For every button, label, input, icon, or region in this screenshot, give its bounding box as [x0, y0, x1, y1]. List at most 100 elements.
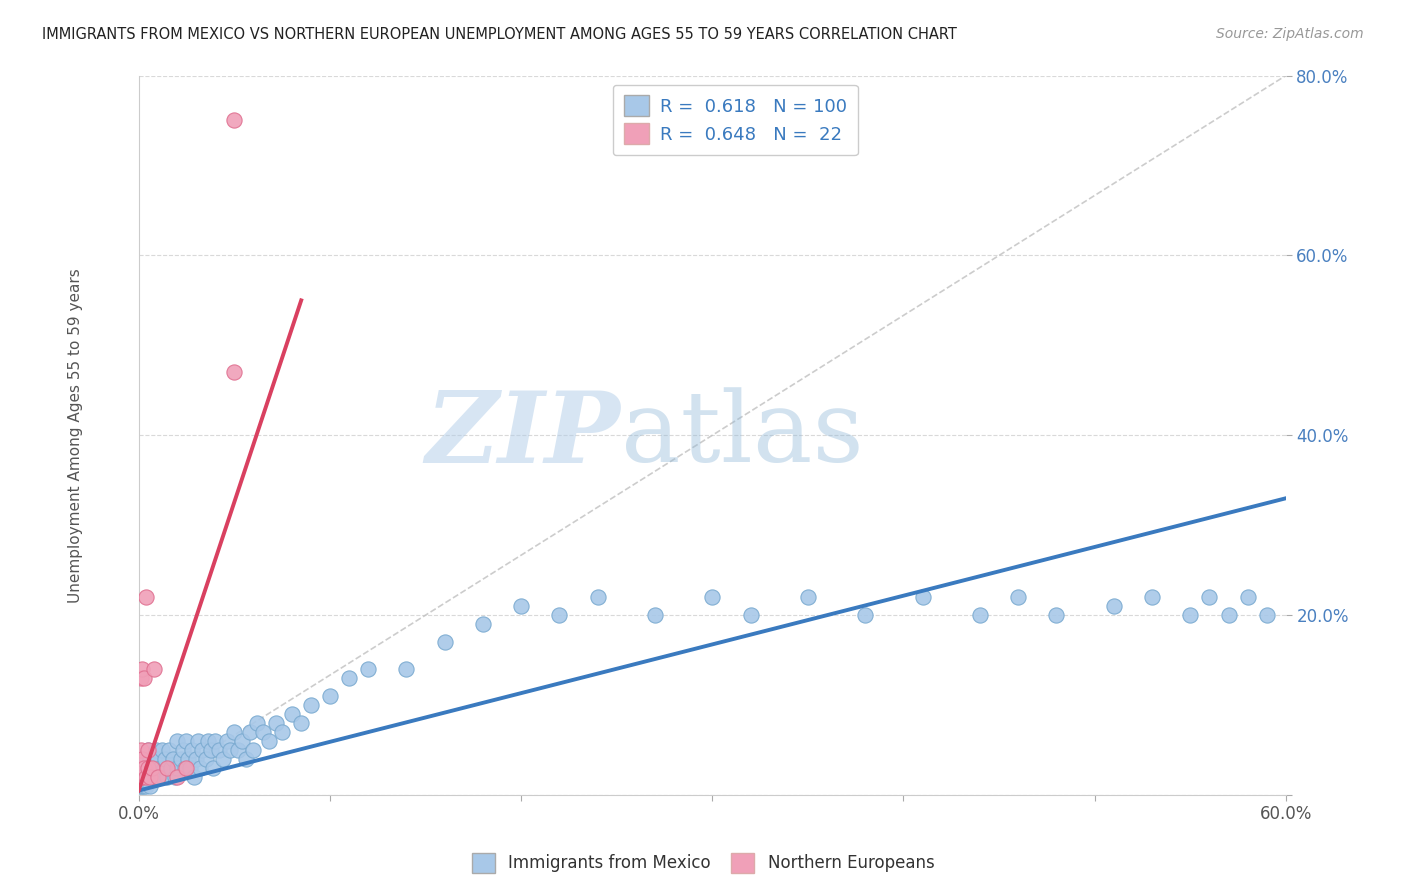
- Point: [202, 761, 225, 775]
- Point: [271, 725, 294, 739]
- Point: [160, 761, 183, 775]
- Legend: R =  0.618   N = 100, R =  0.648   N =  22: R = 0.618 N = 100, R = 0.648 N = 22: [613, 85, 858, 155]
- Point: [170, 752, 193, 766]
- Point: [150, 770, 173, 784]
- Point: [176, 734, 198, 748]
- Point: [194, 752, 217, 766]
- Text: atlas: atlas: [620, 387, 863, 483]
- Point: [131, 761, 153, 775]
- Point: [134, 761, 156, 775]
- Point: [1256, 608, 1278, 623]
- Point: [134, 770, 156, 784]
- Point: [141, 770, 163, 784]
- Point: [135, 779, 157, 793]
- Point: [239, 725, 262, 739]
- Point: [136, 743, 159, 757]
- Point: [166, 734, 188, 748]
- Point: [141, 761, 163, 775]
- Point: [131, 770, 153, 784]
- Point: [224, 365, 246, 379]
- Point: [157, 743, 180, 757]
- Text: Unemployment Among Ages 55 to 59 years: Unemployment Among Ages 55 to 59 years: [67, 268, 83, 603]
- Point: [139, 752, 162, 766]
- Point: [224, 725, 246, 739]
- Point: [136, 761, 159, 775]
- Point: [357, 662, 380, 676]
- Point: [319, 689, 342, 703]
- Point: [129, 770, 152, 784]
- Point: [129, 779, 152, 793]
- Point: [184, 752, 207, 766]
- Point: [139, 770, 162, 784]
- Point: [146, 752, 169, 766]
- Point: [146, 770, 169, 784]
- Point: [204, 734, 226, 748]
- Point: [183, 770, 205, 784]
- Point: [235, 752, 257, 766]
- Point: [702, 590, 724, 604]
- Point: [395, 662, 418, 676]
- Point: [129, 761, 152, 775]
- Point: [149, 761, 172, 775]
- Point: [219, 743, 242, 757]
- Point: [252, 725, 274, 739]
- Point: [510, 599, 533, 614]
- Point: [1198, 590, 1220, 604]
- Point: [143, 770, 166, 784]
- Point: [172, 743, 194, 757]
- Point: [136, 761, 159, 775]
- Point: [150, 743, 173, 757]
- Point: [644, 608, 666, 623]
- Point: [911, 590, 934, 604]
- Point: [471, 617, 494, 632]
- Point: [166, 770, 188, 784]
- Point: [179, 761, 201, 775]
- Point: [290, 716, 312, 731]
- Text: IMMIGRANTS FROM MEXICO VS NORTHERN EUROPEAN UNEMPLOYMENT AMONG AGES 55 TO 59 YEA: IMMIGRANTS FROM MEXICO VS NORTHERN EUROP…: [42, 27, 957, 42]
- Point: [197, 734, 219, 748]
- Point: [131, 752, 153, 766]
- Point: [433, 635, 456, 649]
- Point: [266, 716, 288, 731]
- Point: [135, 590, 157, 604]
- Point: [177, 752, 200, 766]
- Point: [548, 608, 571, 623]
- Point: [134, 779, 156, 793]
- Point: [211, 752, 233, 766]
- Point: [152, 761, 174, 775]
- Point: [242, 743, 264, 757]
- Point: [226, 743, 249, 757]
- Point: [129, 743, 152, 757]
- Point: [136, 743, 159, 757]
- Point: [143, 752, 166, 766]
- Point: [141, 761, 163, 775]
- Point: [156, 770, 179, 784]
- Point: [337, 671, 360, 685]
- Point: [134, 752, 156, 766]
- Point: [135, 770, 157, 784]
- Point: [191, 743, 214, 757]
- Point: [1140, 590, 1163, 604]
- Point: [969, 608, 991, 623]
- Point: [1236, 590, 1258, 604]
- Point: [162, 752, 184, 766]
- Point: [129, 761, 152, 775]
- Point: [136, 770, 159, 784]
- Point: [143, 662, 166, 676]
- Text: Source: ZipAtlas.com: Source: ZipAtlas.com: [1216, 27, 1364, 41]
- Point: [146, 770, 169, 784]
- Point: [181, 743, 204, 757]
- Point: [208, 743, 231, 757]
- Point: [155, 752, 177, 766]
- Point: [1102, 599, 1125, 614]
- Point: [215, 734, 238, 748]
- Point: [131, 779, 153, 793]
- Point: [134, 671, 156, 685]
- Point: [131, 770, 153, 784]
- Point: [1180, 608, 1202, 623]
- Point: [135, 770, 157, 784]
- Point: [257, 734, 280, 748]
- Point: [166, 761, 188, 775]
- Point: [145, 761, 167, 775]
- Point: [139, 779, 162, 793]
